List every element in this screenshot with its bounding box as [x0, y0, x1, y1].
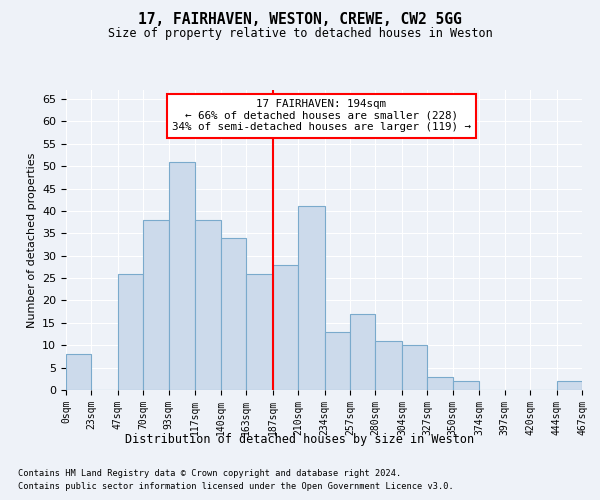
Bar: [118, 274, 143, 390]
Text: Size of property relative to detached houses in Weston: Size of property relative to detached ho…: [107, 28, 493, 40]
Bar: [221, 238, 246, 390]
Text: Distribution of detached houses by size in Weston: Distribution of detached houses by size …: [125, 432, 475, 446]
Bar: [143, 220, 169, 390]
Y-axis label: Number of detached properties: Number of detached properties: [26, 152, 37, 328]
Bar: [246, 274, 272, 390]
Text: 17 FAIRHAVEN: 194sqm
← 66% of detached houses are smaller (228)
34% of semi-deta: 17 FAIRHAVEN: 194sqm ← 66% of detached h…: [172, 99, 471, 132]
Bar: [272, 264, 298, 390]
Text: 17, FAIRHAVEN, WESTON, CREWE, CW2 5GG: 17, FAIRHAVEN, WESTON, CREWE, CW2 5GG: [138, 12, 462, 28]
Bar: [453, 381, 479, 390]
Bar: [195, 220, 221, 390]
Bar: [376, 340, 402, 390]
Bar: [557, 381, 582, 390]
Text: Contains public sector information licensed under the Open Government Licence v3: Contains public sector information licen…: [18, 482, 454, 491]
Bar: [325, 332, 350, 390]
Bar: [427, 376, 453, 390]
Bar: [402, 345, 427, 390]
Bar: [350, 314, 376, 390]
Text: Contains HM Land Registry data © Crown copyright and database right 2024.: Contains HM Land Registry data © Crown c…: [18, 468, 401, 477]
Bar: [169, 162, 195, 390]
Bar: [66, 354, 91, 390]
Bar: [298, 206, 325, 390]
